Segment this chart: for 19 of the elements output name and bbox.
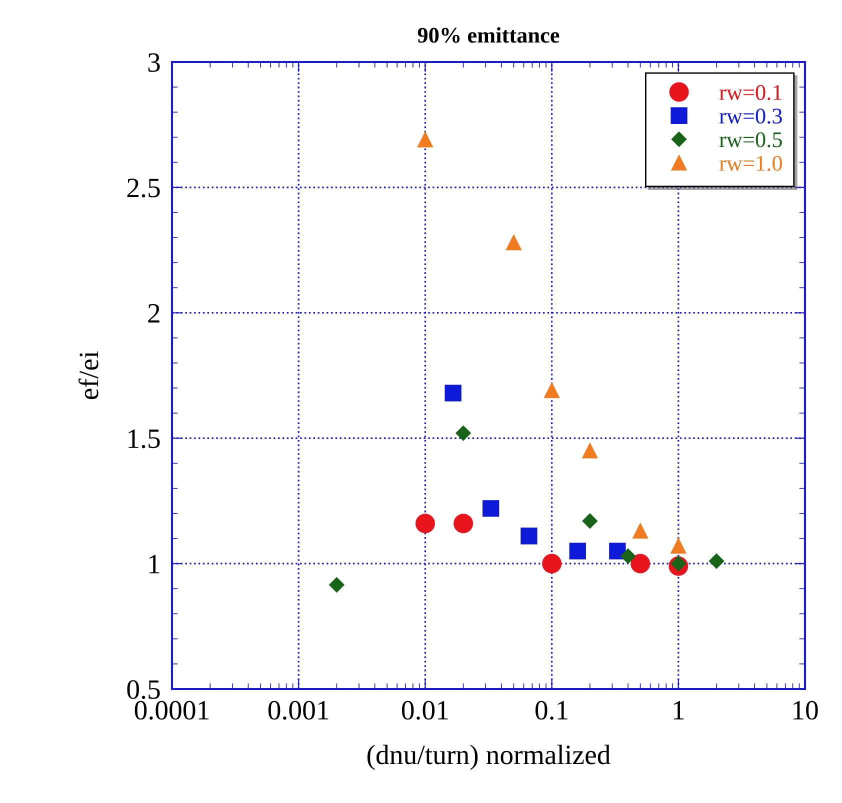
x-tick-label: 0.01 <box>402 700 448 720</box>
y-tick-label: 1 <box>149 554 160 574</box>
x-axis-title: (dnu/turn) normalized <box>367 744 610 770</box>
y-tick-label: 2.5 <box>127 178 160 198</box>
legend-label: rw=0.1 <box>719 85 782 100</box>
legend-label: rw=0.5 <box>719 132 782 148</box>
y-tick-label: 0.5 <box>127 680 160 700</box>
x-tick-label: 10 <box>794 700 818 720</box>
y-tick-label: 2 <box>148 304 160 322</box>
y-tick-label: 1.5 <box>128 430 160 448</box>
x-tick-label: 0.1 <box>536 700 568 720</box>
legend-label: rw=1.0 <box>719 156 782 171</box>
y-axis-title: ef/ei <box>78 351 98 400</box>
x-tick-label: 0.0001 <box>134 700 209 720</box>
legend-label: rw=0.3 <box>719 108 782 124</box>
x-tick-label: 1 <box>674 701 684 720</box>
y-tick-label: 3 <box>148 53 160 72</box>
x-tick-label: 0.001 <box>268 700 328 720</box>
chart-title: 90% emittance <box>418 27 560 43</box>
